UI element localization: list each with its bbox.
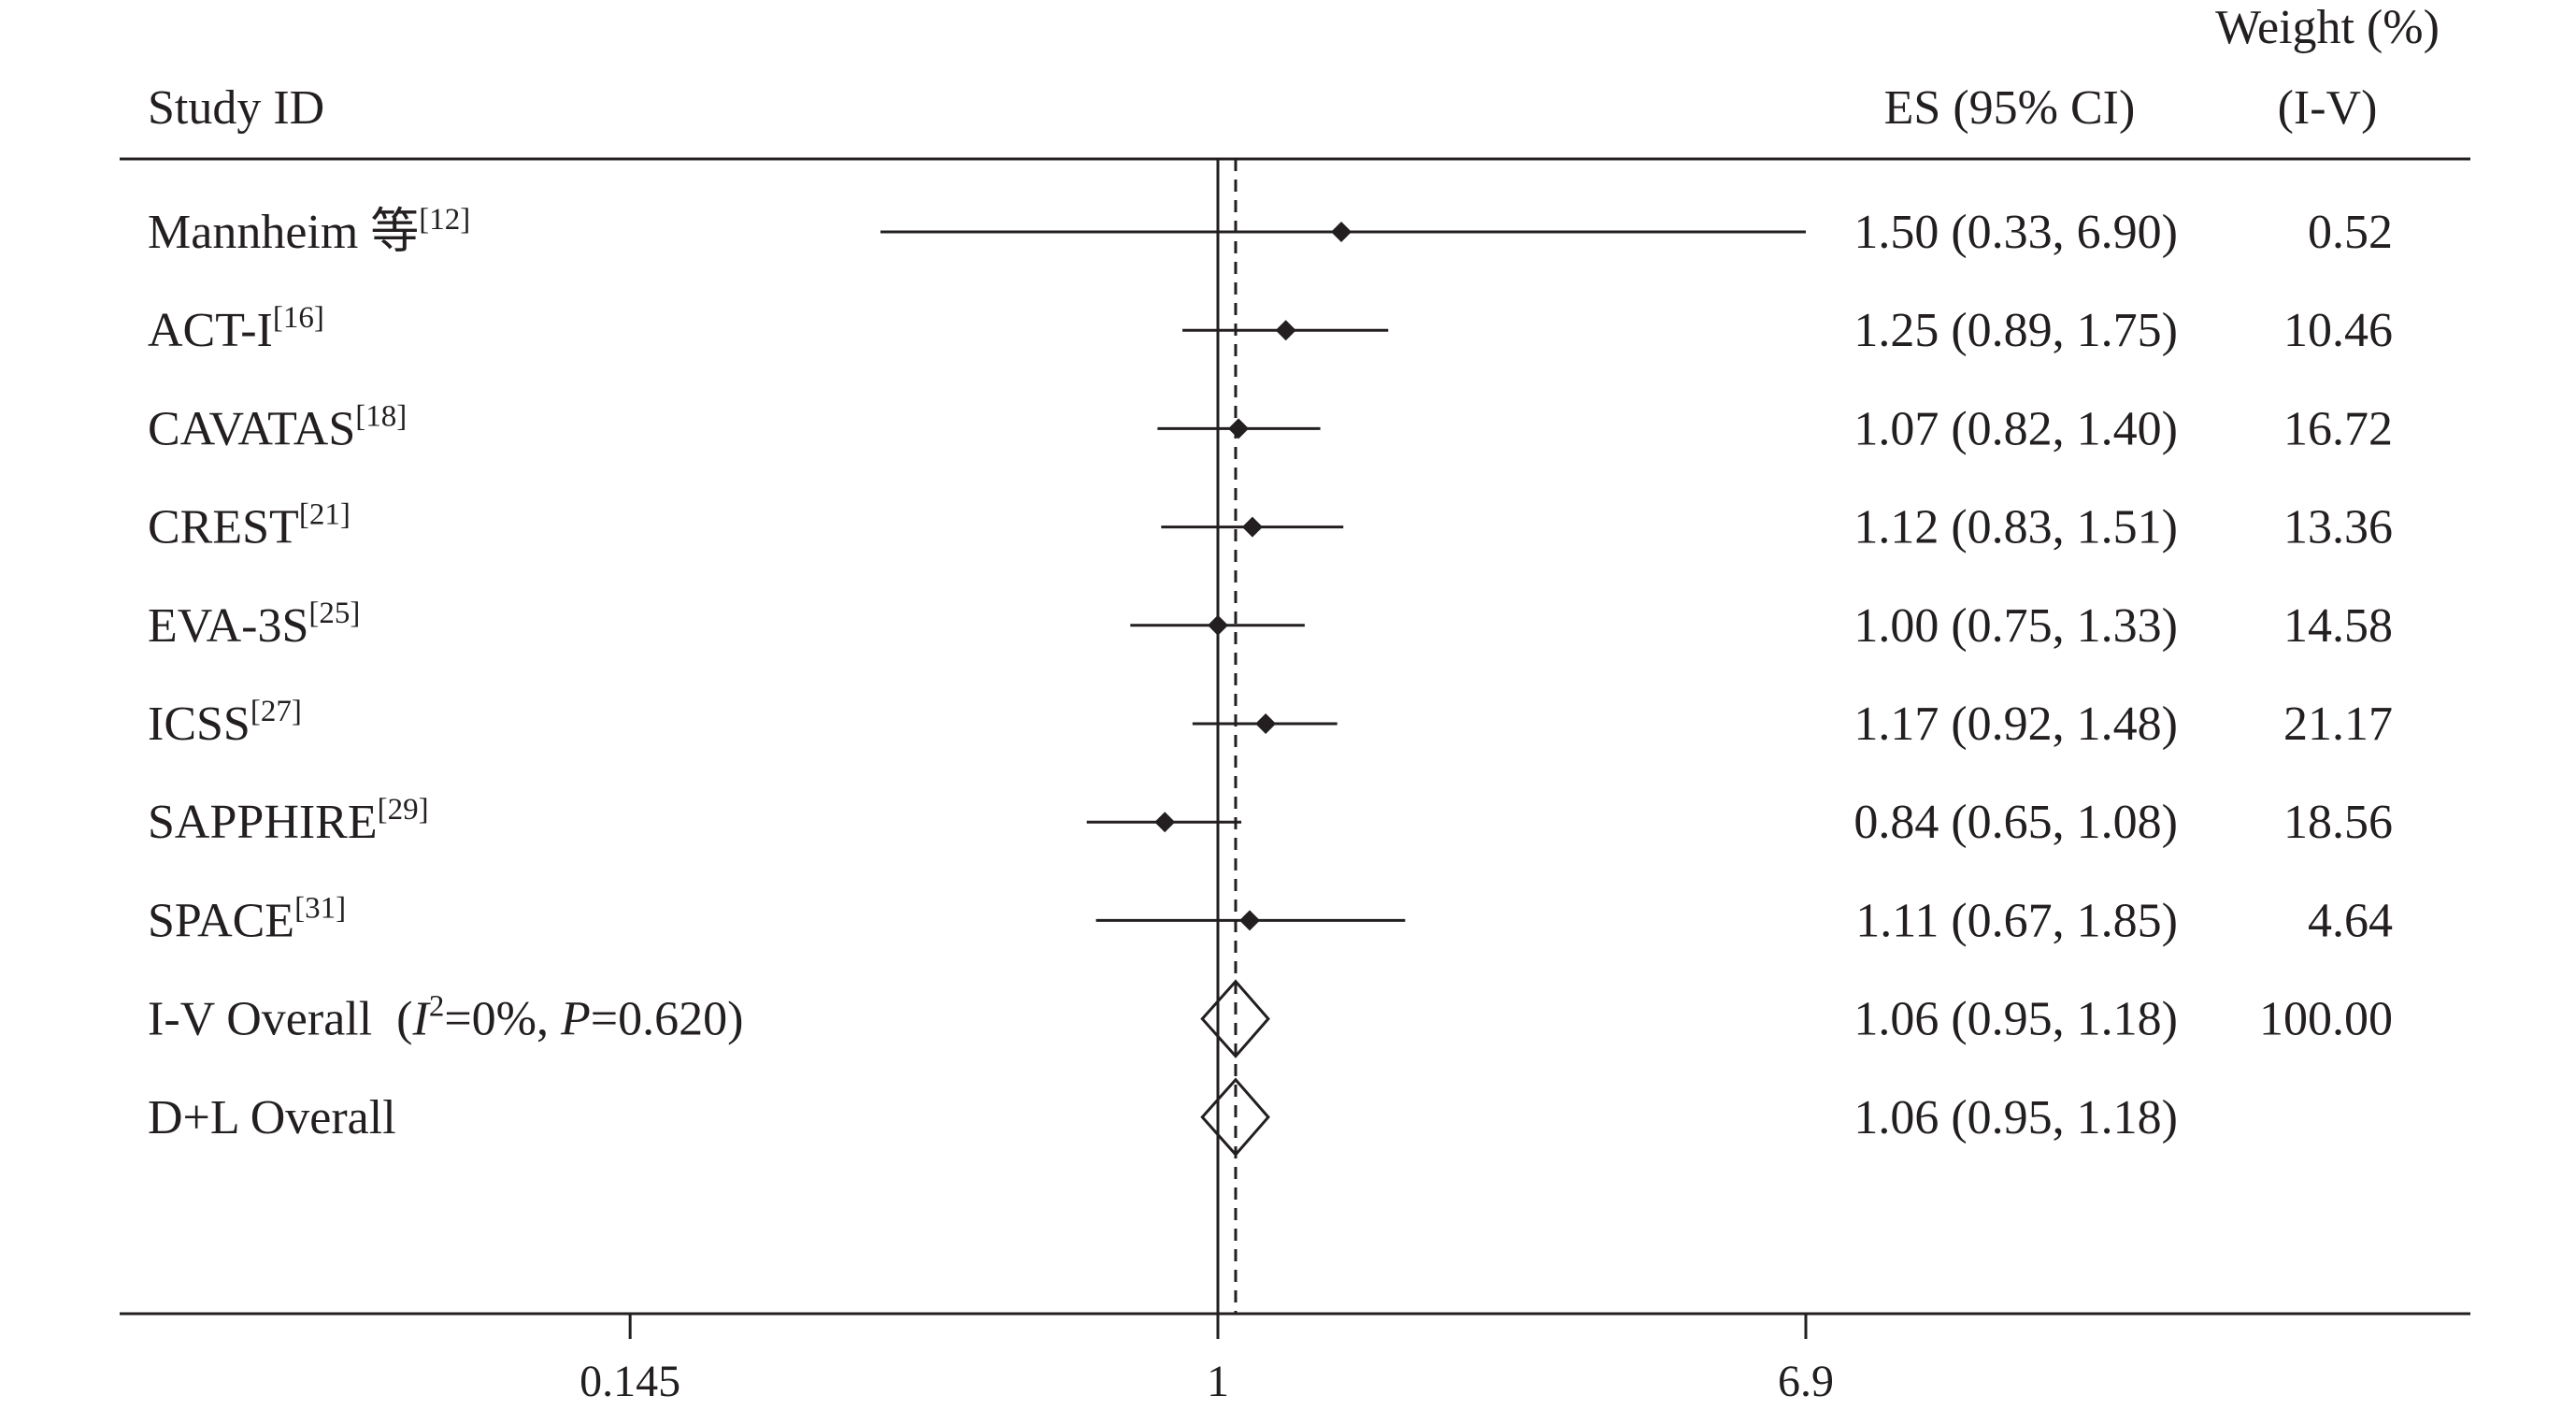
study-point — [1275, 320, 1296, 341]
study-es-ci: 1.25 (0.89, 1.75) — [1853, 304, 2178, 357]
study-es-ci: 1.50 (0.33, 6.90) — [1853, 206, 2178, 259]
study-point — [1154, 812, 1176, 833]
header-weight-line1: Weight (%) — [2215, 1, 2440, 54]
study-es-ci: 1.11 (0.67, 1.85) — [1855, 894, 2178, 947]
study-label: SPACE[31] — [148, 891, 346, 947]
study-es-ci: 0.84 (0.65, 1.08) — [1853, 796, 2178, 849]
study-weight: 0.52 — [2308, 206, 2393, 259]
study-es-ci: 1.17 (0.92, 1.48) — [1853, 698, 2178, 751]
study-point — [1238, 910, 1260, 931]
study-weight: 18.56 — [2283, 796, 2393, 849]
study-weight: 14.58 — [2283, 599, 2393, 653]
study-point — [1255, 713, 1277, 734]
overall-es-ci: 1.06 (0.95, 1.18) — [1853, 993, 2178, 1046]
x-tick-label: 6.9 — [1778, 1357, 1834, 1406]
study-label: CREST[21] — [148, 498, 351, 554]
study-weight: 13.36 — [2283, 501, 2393, 554]
study-label: Mannheim 等[12] — [148, 203, 470, 259]
study-point — [1208, 614, 1228, 636]
study-label: EVA-3S[25] — [148, 597, 360, 653]
overall-es-ci: 1.06 (0.95, 1.18) — [1853, 1091, 2178, 1144]
x-tick-label: 1 — [1207, 1357, 1229, 1406]
study-es-ci: 1.07 (0.82, 1.40) — [1853, 402, 2178, 455]
overall-label: I-V Overall (I2=0%, P=0.620) — [148, 990, 743, 1046]
study-es-ci: 1.12 (0.83, 1.51) — [1853, 501, 2178, 554]
header-study-id: Study ID — [148, 81, 324, 135]
overall-diamond — [1200, 1077, 1270, 1158]
header-weight-line2: (I-V) — [2278, 81, 2378, 135]
study-weight: 16.72 — [2283, 402, 2393, 455]
study-es-ci: 1.00 (0.75, 1.33) — [1853, 599, 2178, 653]
study-point — [1241, 516, 1263, 538]
study-weight: 4.64 — [2308, 894, 2393, 947]
study-weight: 21.17 — [2283, 698, 2393, 751]
header-es-ci: ES (95% CI) — [1884, 81, 2136, 135]
x-tick-label: 0.145 — [580, 1357, 680, 1406]
overall-weight: 100.00 — [2259, 993, 2393, 1046]
study-point — [1331, 222, 1352, 242]
study-label: ACT-I[16] — [148, 301, 324, 357]
study-label: ICSS[27] — [148, 695, 302, 751]
study-label: SAPPHIRE[29] — [148, 793, 429, 849]
study-label: CAVATAS[18] — [148, 399, 407, 455]
overall-label: D+L Overall — [148, 1091, 396, 1144]
study-weight: 10.46 — [2283, 304, 2393, 357]
overall-diamond — [1200, 979, 1270, 1058]
study-point — [1228, 418, 1250, 439]
